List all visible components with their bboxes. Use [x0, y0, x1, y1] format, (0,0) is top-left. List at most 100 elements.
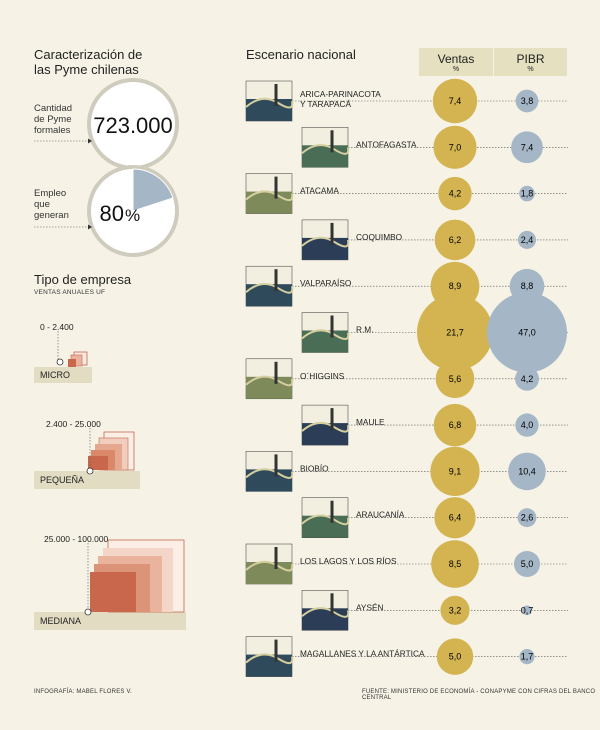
ventas-value-label: 6,4 — [449, 513, 462, 523]
region-illustration-icon — [245, 173, 294, 214]
ventas-bubble — [417, 294, 493, 371]
region-illustration-icon — [245, 543, 294, 585]
pibr-value-label: 4,2 — [521, 374, 534, 384]
pibr-value-label: 10,4 — [518, 466, 536, 476]
region-label: BIOBÍO — [300, 463, 329, 473]
region-row: AYSÉN 3,2 0,7 — [301, 590, 568, 631]
region-label: ARAUCANÍA — [356, 510, 405, 520]
stat2-pie-remainder — [132, 168, 174, 212]
region-illustration-icon — [245, 265, 294, 307]
tipo-title: Tipo de empresa — [34, 272, 132, 287]
region-illustration-icon — [245, 636, 294, 677]
micro-leader-dot — [56, 358, 64, 366]
pibr-bubble — [508, 452, 546, 491]
ventas-bubble — [440, 595, 470, 625]
ventas-header: Ventas % — [419, 48, 494, 76]
stat2-label: Empleo que generan — [34, 188, 69, 221]
pibr-bubble — [515, 366, 539, 391]
pibr-value-label: 7,4 — [521, 142, 534, 152]
region-label: MAULE — [356, 417, 385, 427]
ventas-value-label: 4,2 — [449, 189, 462, 199]
ventas-value-label: 21,7 — [446, 328, 464, 338]
pequena-tag: PEQUEÑA — [34, 471, 140, 489]
stat2-value: 80 — [100, 201, 124, 226]
pibr-value-label: 1,7 — [521, 652, 534, 662]
pibr-bubble — [515, 89, 539, 113]
pibr-value-label: 1,8 — [521, 189, 534, 199]
stat2-unit: % — [125, 206, 140, 225]
region-illustration-icon — [245, 451, 294, 492]
pibr-bubble — [513, 550, 541, 578]
ventas-value-label: 6,8 — [449, 420, 462, 430]
region-row: LOS LAGOS Y LOS RÍOS 8,5 5,0 — [245, 540, 568, 588]
ventas-bubble — [432, 78, 478, 124]
region-label: AYSÉN — [356, 602, 384, 612]
mediana-leader-dot — [84, 608, 92, 616]
pibr-bubble — [519, 185, 535, 202]
region-label: ARICA-PARINACOTA — [300, 89, 381, 99]
ventas-bubble — [430, 446, 480, 497]
ventas-bubble — [435, 359, 475, 399]
region-label: ANTOFAGASTA — [356, 139, 417, 149]
chart-title: Escenario nacional — [246, 47, 356, 62]
region-illustration-icon — [301, 312, 350, 353]
mediana-squares — [90, 539, 185, 613]
region-row: ARAUCANÍA 6,4 2,6 — [301, 497, 568, 539]
left-title: Caracterización de las Pyme chilenas — [34, 47, 143, 77]
region-illustration-icon — [301, 404, 350, 446]
stat1-label: Cantidad de Pyme formales — [34, 103, 73, 136]
region-illustration-icon — [301, 219, 350, 261]
micro-tag: MICRO — [34, 367, 92, 383]
region-row: MAULE 6,8 4,0 — [301, 403, 568, 447]
ventas-value-label: 7,4 — [449, 96, 462, 106]
pibr-value-label: 5,0 — [521, 559, 534, 569]
pibr-value-label: 4,0 — [521, 420, 534, 430]
stat1-value: 723.000 — [93, 113, 173, 138]
pibr-value-label: 2,6 — [521, 513, 534, 523]
region-label: R.M. — [356, 325, 374, 335]
region-illustration-icon — [245, 80, 294, 122]
stat2-pie — [87, 165, 179, 257]
pibr-bubble — [519, 648, 535, 665]
pibr-bubble — [522, 605, 532, 616]
region-row: COQUIMBO 6,2 2,4 — [301, 219, 568, 261]
region-row: R.M. 21,7 47,0 — [301, 292, 568, 373]
tipo-subtitle: VENTAS ANUALES UF — [34, 289, 106, 296]
ventas-value-label: 9,1 — [449, 466, 462, 476]
pequena-leader-dot — [86, 467, 94, 475]
region-row: ATACAMA 4,2 1,8 — [245, 173, 568, 214]
stat1-leader-arrow — [88, 138, 92, 144]
ventas-value-label: 6,2 — [449, 235, 462, 245]
region-row: BIOBÍO 9,1 10,4 — [245, 446, 568, 497]
ventas-bubble — [433, 125, 477, 169]
region-illustration-icon — [301, 590, 350, 631]
pequena-squares — [88, 431, 135, 471]
ventas-bubble — [434, 497, 476, 539]
region-illustration-icon — [301, 497, 350, 538]
ventas-value-label: 8,5 — [449, 559, 462, 569]
pequena-range: 2.400 - 25.000 — [46, 419, 101, 429]
region-label: VALPARAÍSO — [300, 278, 352, 288]
ventas-bubble — [431, 540, 479, 588]
region-illustration-icon — [301, 127, 350, 168]
region-label: Y TARAPACÁ — [300, 99, 351, 109]
ventas-bubble — [436, 638, 474, 675]
ventas-bubble — [434, 219, 476, 261]
region-label: O´HIGGINS — [300, 371, 345, 381]
ventas-value-label: 8,9 — [449, 281, 462, 291]
micro-range: 0 - 2.400 — [40, 322, 74, 332]
ventas-bubble — [438, 176, 472, 211]
pibr-value-label: 8,8 — [521, 281, 534, 291]
pibr-value-label: 2,4 — [521, 235, 534, 245]
pibr-header: PIBR % — [516, 52, 545, 73]
pibr-bubble — [487, 292, 567, 373]
pibr-value-label: 47,0 — [518, 328, 536, 338]
credit: INFOGRAFÍA: MABEL FLORES V. — [34, 689, 132, 695]
region-row: MAGALLANES Y LA ANTÁRTICA 5,0 1,7 — [245, 636, 568, 677]
pibr-bubble — [517, 230, 537, 249]
region-label: LOS LAGOS Y LOS RÍOS — [300, 556, 397, 566]
region-row: O´HIGGINS 5,6 4,2 — [245, 358, 568, 400]
